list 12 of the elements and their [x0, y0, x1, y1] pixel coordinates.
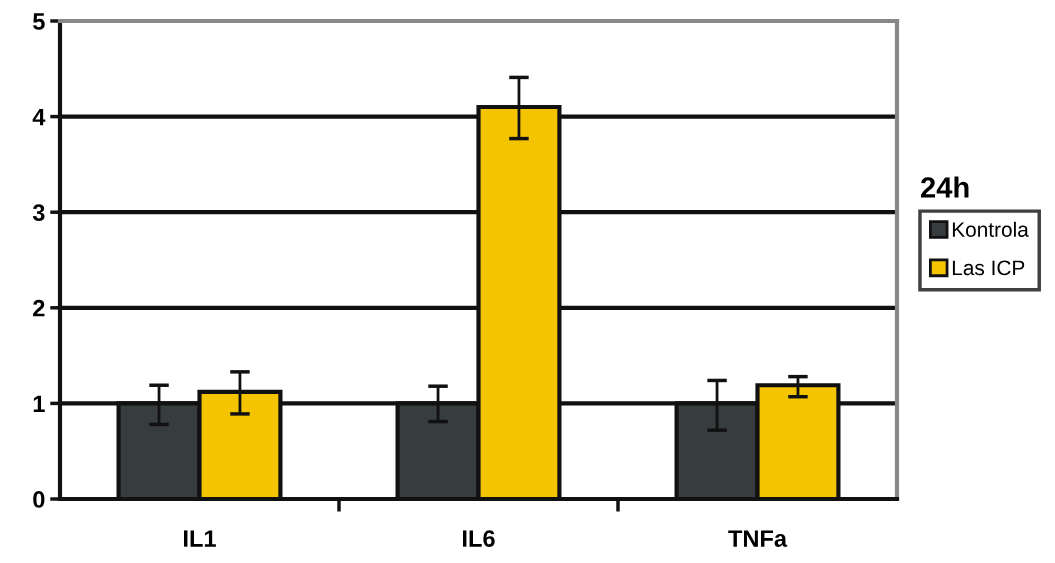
y-tick-label: 4: [32, 108, 46, 126]
legend-label: Las ICP: [952, 260, 1025, 276]
x-tick-label: IL6: [463, 530, 495, 547]
y-tick-label: 2: [33, 299, 45, 317]
y-tick-label: 1: [33, 395, 45, 412]
y-tick-label: 5: [33, 13, 45, 30]
x-tick-label: IL1: [184, 530, 216, 547]
y-tick-label: 3: [32, 204, 45, 222]
y-tick-label: 0: [33, 491, 45, 508]
x-tick-label: TNFa: [728, 530, 788, 547]
legend-label: Kontrola: [952, 221, 1029, 237]
legend-title: 24h: [921, 176, 969, 198]
